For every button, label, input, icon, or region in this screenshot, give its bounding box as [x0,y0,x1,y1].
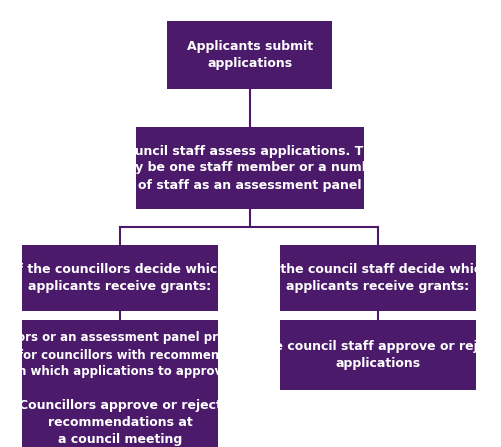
Text: If the council staff decide which
applicants receive grants:: If the council staff decide which applic… [266,263,490,293]
Text: Applicants submit
applications: Applicants submit applications [187,40,313,70]
Text: Council staff assess applications. This
may be one staff member or a number
of s: Council staff assess applications. This … [114,144,386,191]
FancyBboxPatch shape [280,245,476,311]
Text: If the councillors decide which
applicants receive grants:: If the councillors decide which applican… [14,263,226,293]
FancyBboxPatch shape [22,245,218,311]
FancyBboxPatch shape [136,127,364,209]
Text: Assessors or an assessment panel prepare a
report for councillors with recommend: Assessors or an assessment panel prepare… [0,332,269,379]
Text: The council staff approve or reject
applications: The council staff approve or reject appl… [257,340,499,370]
FancyBboxPatch shape [280,320,476,390]
Text: Councillors approve or reject
recommendations at
a council meeting: Councillors approve or reject recommenda… [19,398,221,446]
FancyBboxPatch shape [167,21,333,89]
FancyBboxPatch shape [22,386,218,447]
FancyBboxPatch shape [22,320,218,390]
